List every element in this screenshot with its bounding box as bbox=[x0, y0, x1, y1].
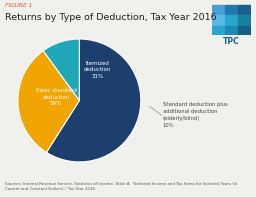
Text: FIGURE 1: FIGURE 1 bbox=[5, 3, 33, 8]
Text: TPC: TPC bbox=[223, 37, 240, 46]
Text: Itemized
deduction
31%: Itemized deduction 31% bbox=[84, 61, 111, 79]
Wedge shape bbox=[18, 51, 79, 152]
Bar bbox=[212, 26, 224, 35]
Wedge shape bbox=[46, 39, 141, 162]
Text: Returns by Type of Deduction, Tax Year 2016: Returns by Type of Deduction, Tax Year 2… bbox=[5, 13, 217, 22]
Bar bbox=[238, 15, 250, 25]
Text: Basic standard
deduction
59%: Basic standard deduction 59% bbox=[36, 88, 77, 107]
Bar bbox=[225, 15, 237, 25]
Bar bbox=[238, 5, 250, 14]
Bar bbox=[212, 15, 224, 25]
Bar bbox=[225, 5, 237, 14]
Bar bbox=[212, 5, 224, 14]
Wedge shape bbox=[43, 39, 79, 100]
Bar bbox=[225, 26, 237, 35]
Text: Sources: Internal Revenue Service, Statistics of Income, Table A, "Selected Inco: Sources: Internal Revenue Service, Stati… bbox=[5, 182, 238, 191]
Text: Standard deduction plus
additional deduction
(elderly/blind)
10%: Standard deduction plus additional deduc… bbox=[163, 102, 227, 128]
Bar bbox=[238, 26, 250, 35]
